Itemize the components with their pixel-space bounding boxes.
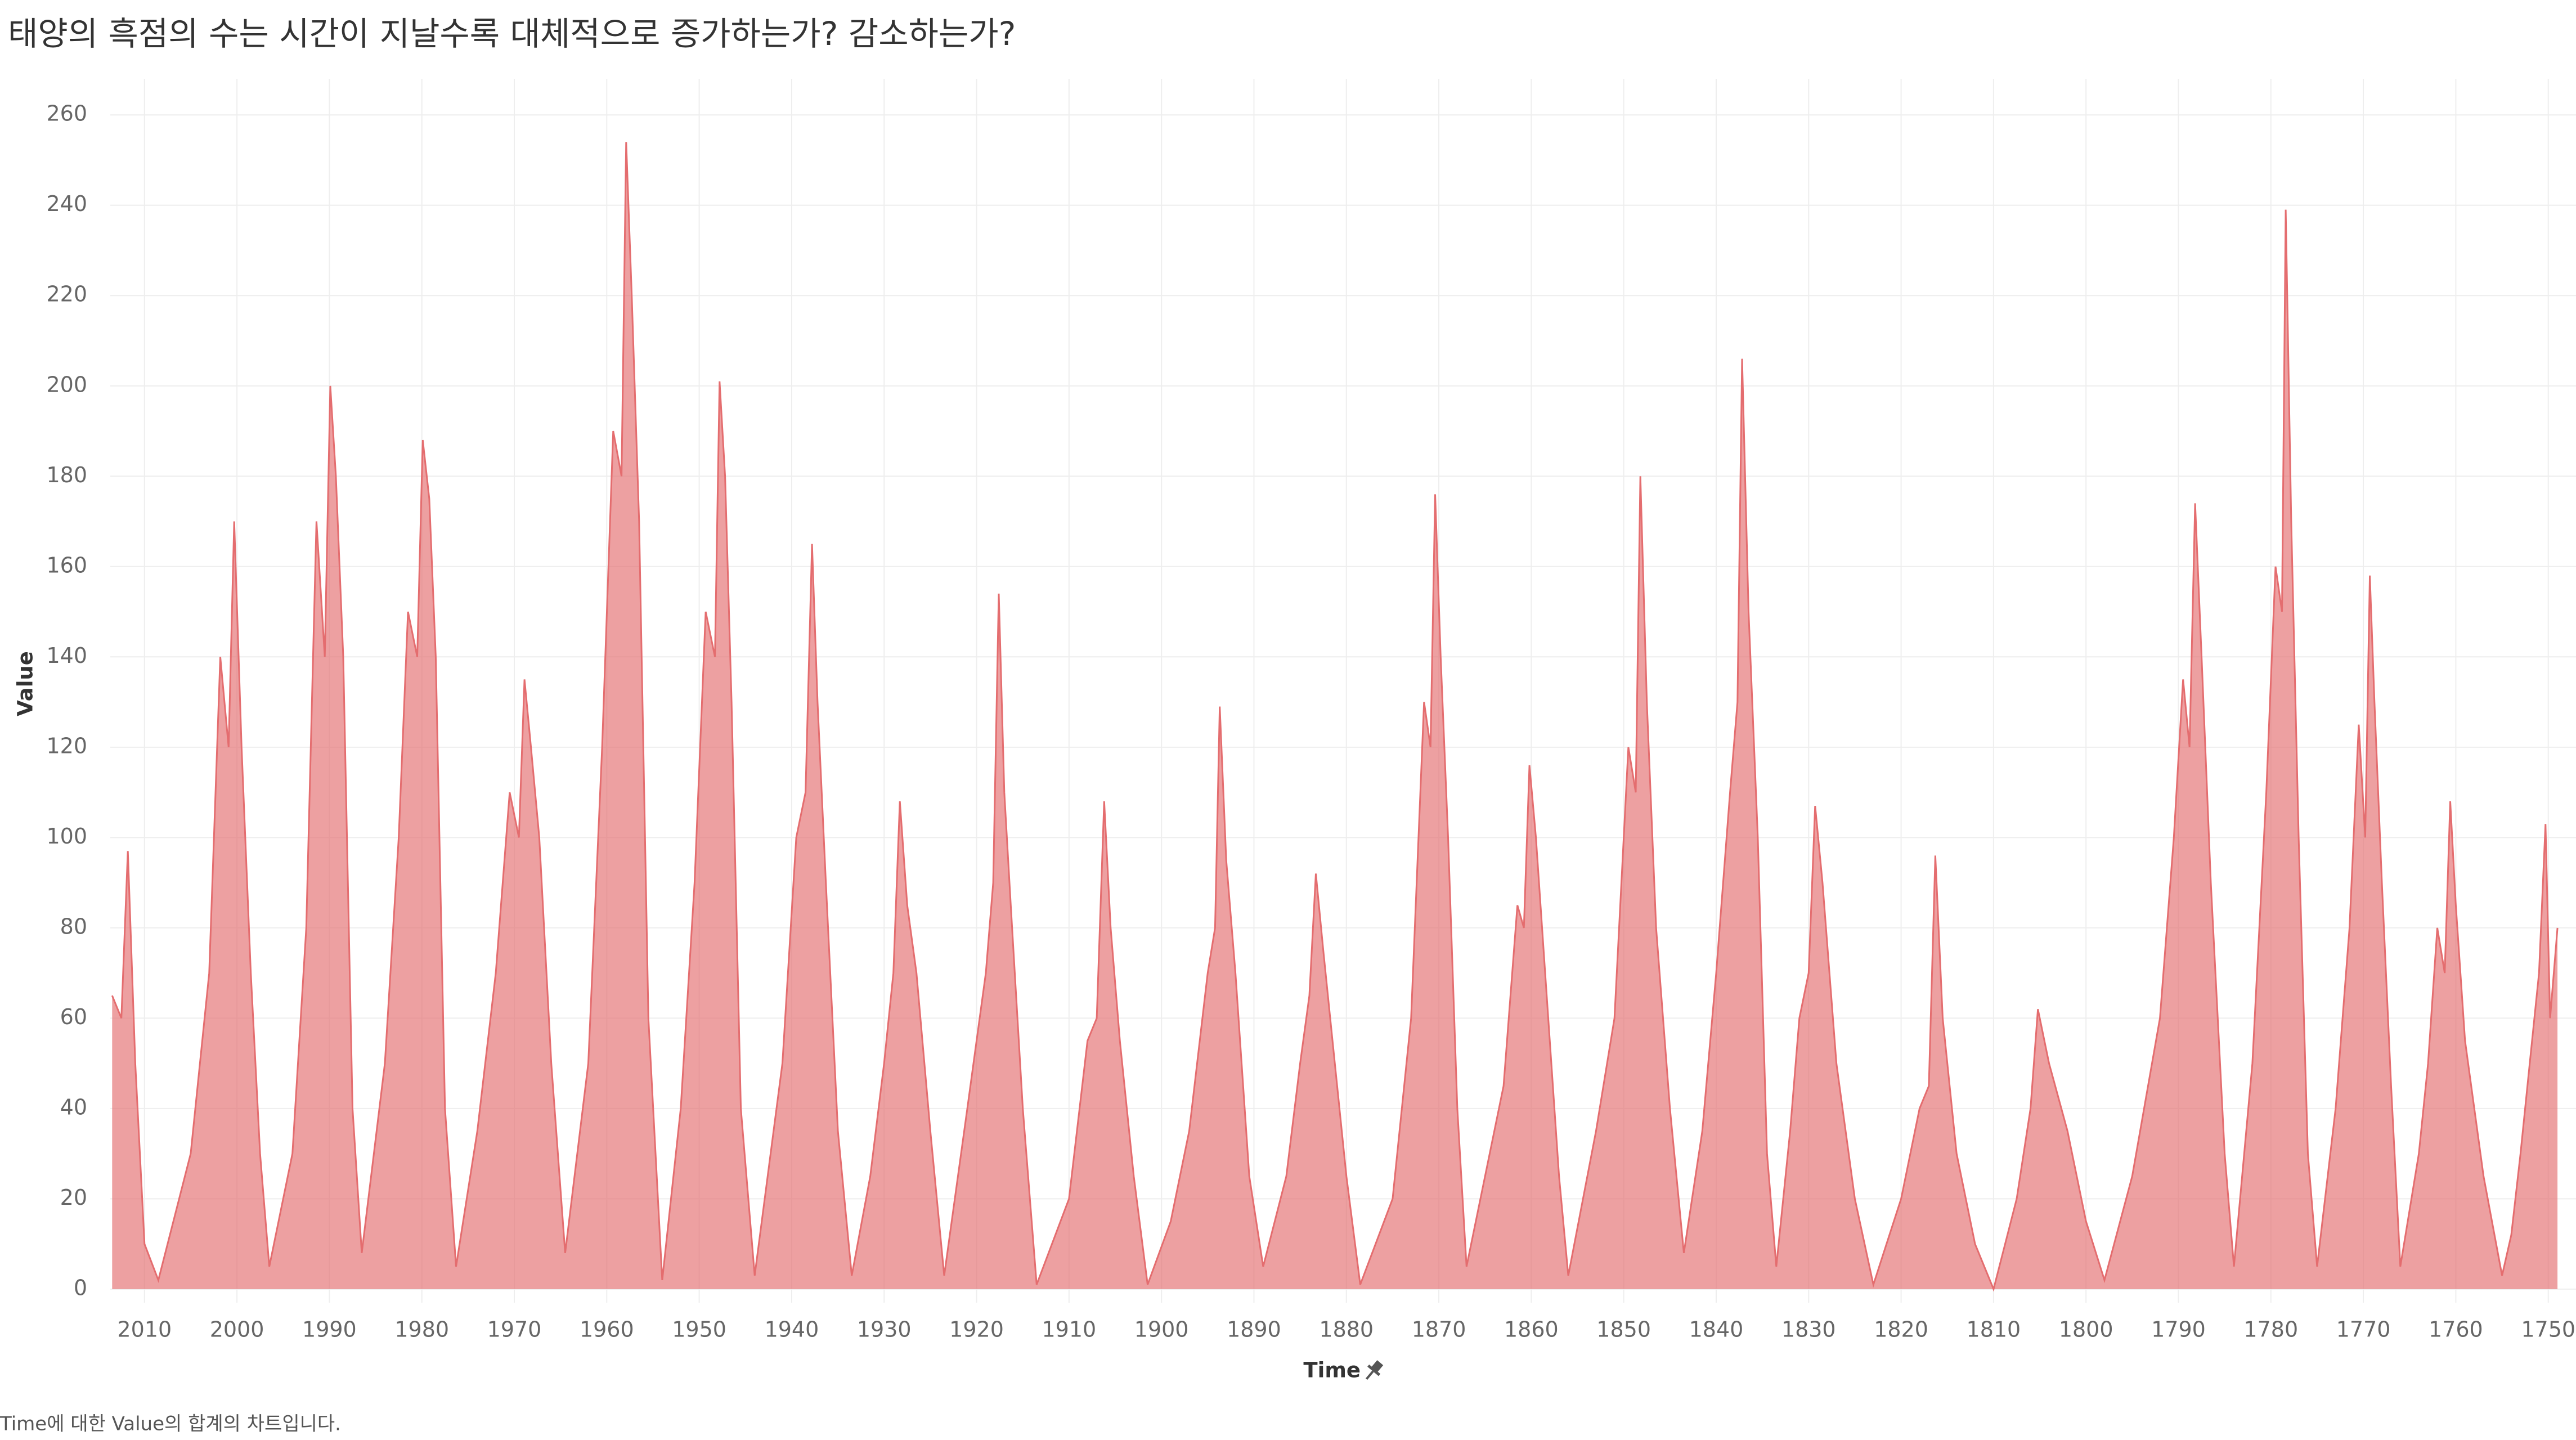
x-tick-label: 1800 [2059, 1317, 2113, 1342]
x-tick-label: 1940 [765, 1317, 819, 1342]
y-tick-label: 120 [46, 733, 87, 758]
x-tick-label: 1960 [580, 1317, 634, 1342]
y-tick-label: 20 [60, 1185, 87, 1210]
x-tick-label: 2000 [210, 1317, 264, 1342]
y-tick-label: 160 [46, 553, 87, 577]
y-tick-label: 180 [46, 463, 87, 487]
y-tick-label: 40 [60, 1094, 87, 1119]
chart-title: 태양의 흑점의 수는 시간이 지날수록 대체적으로 증가하는가? 감소하는가? [8, 15, 1016, 53]
x-tick-label: 1970 [487, 1317, 542, 1342]
pin-collar [1367, 1364, 1381, 1376]
x-tick-label: 1870 [1412, 1317, 1466, 1342]
y-tick-label: 140 [46, 643, 87, 668]
x-tick-label: 1760 [2429, 1317, 2483, 1342]
y-tick-label: 260 [46, 101, 87, 126]
x-tick-label: 1830 [1781, 1317, 1836, 1342]
pin-icon[interactable] [1361, 1358, 1385, 1384]
x-tick-label: 2010 [117, 1317, 172, 1342]
x-tick-label: 1980 [394, 1317, 449, 1342]
x-tick-label: 1860 [1504, 1317, 1559, 1342]
y-tick-label: 100 [46, 824, 87, 849]
x-tick-label: 1790 [2151, 1317, 2206, 1342]
x-axis-title: Time [1303, 1358, 1361, 1383]
x-tick-label: 1810 [1967, 1317, 2021, 1342]
chart-description: Time에 대한 Value의 합계의 차트입니다. [0, 1413, 341, 1435]
pin-needle [1365, 1370, 1374, 1380]
x-tick-label: 1900 [1134, 1317, 1189, 1342]
x-tick-label: 1930 [857, 1317, 912, 1342]
x-tick-label: 1880 [1319, 1317, 1374, 1342]
x-tick-label: 1750 [2521, 1317, 2575, 1342]
y-tick-label: 0 [74, 1275, 87, 1300]
x-tick-label: 1950 [672, 1317, 726, 1342]
x-tick-label: 1820 [1874, 1317, 1928, 1342]
x-tick-label: 1990 [302, 1317, 357, 1342]
x-tick-label: 1920 [949, 1317, 1004, 1342]
x-tick-label: 1780 [2243, 1317, 2298, 1342]
x-tick-label: 1840 [1689, 1317, 1744, 1342]
x-tick-label: 1910 [1042, 1317, 1096, 1342]
y-tick-label: 240 [46, 191, 87, 216]
line [111, 142, 2559, 1292]
x-tick-label: 1890 [1227, 1317, 1281, 1342]
x-tick-label: 1850 [1596, 1317, 1651, 1342]
y-tick-label: 220 [46, 282, 87, 307]
y-axis-title: Value [14, 651, 38, 716]
y-tick-label: 60 [60, 1004, 87, 1029]
area [112, 142, 2558, 1289]
plot-area: 0 20 40 60 80 100 120 140 160 180 200 220 240 260 2010… [46, 79, 2576, 1342]
y-tick-label: 200 [46, 372, 87, 397]
x-tick-label: 1770 [2336, 1317, 2391, 1342]
y-tick-label: 80 [60, 914, 87, 939]
